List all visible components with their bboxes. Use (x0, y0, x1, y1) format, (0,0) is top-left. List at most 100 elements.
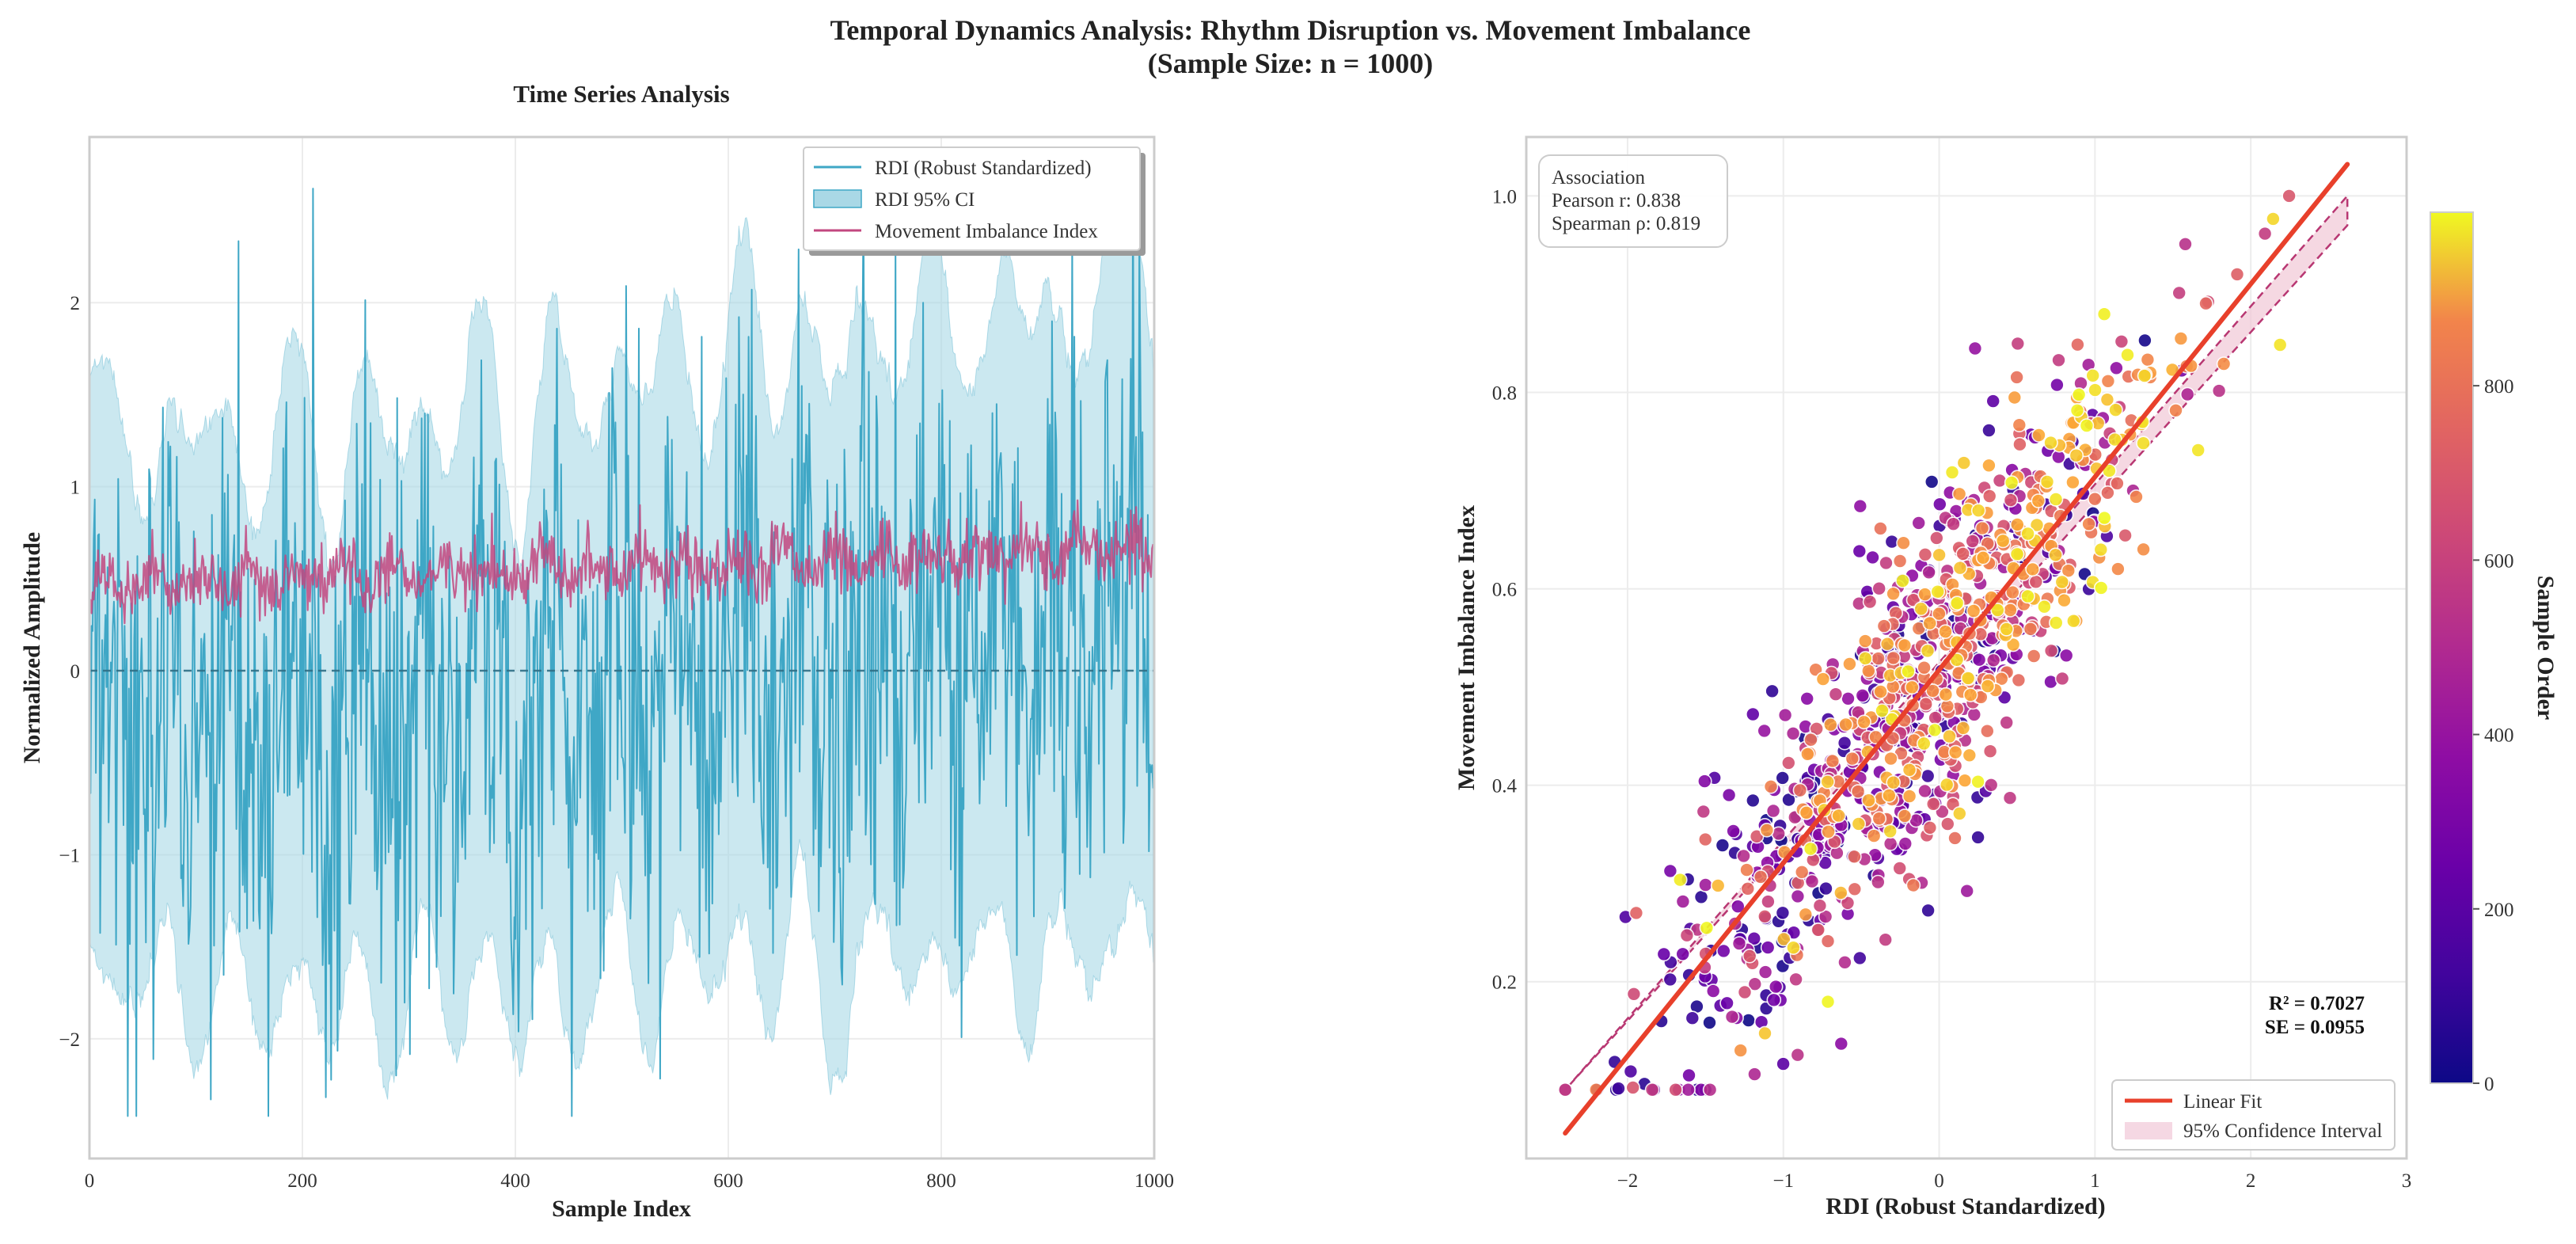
scatter-point (1792, 782, 1808, 798)
legend-rdi-label: RDI (Robust Standardized) (875, 158, 1092, 179)
scatter-point (2136, 542, 2151, 557)
scatter-point (1901, 664, 1916, 679)
association-box: Association Pearson r: 0.838 Spearman ρ:… (1538, 154, 1728, 248)
scatter-point (2272, 337, 2288, 352)
scatter-point (1952, 806, 1967, 821)
scatter-point (1970, 503, 1986, 519)
scatter-point (1833, 1036, 1849, 1052)
scatter-point (2257, 226, 2273, 242)
scatter-point (1838, 717, 1853, 732)
scatter-point (1871, 651, 1886, 666)
scatter-point (2054, 574, 2070, 590)
legend-ci-label: RDI 95% CI (875, 189, 975, 211)
scatter-point (1760, 940, 1776, 955)
scatter-point (1883, 751, 1898, 767)
y-tick-label: 1.0 (1492, 186, 1517, 207)
scatter-point (2108, 402, 2123, 418)
x-tick-label: 3 (2402, 1170, 2412, 1192)
scatter-point (1741, 1013, 1756, 1028)
scatter-point (1681, 1082, 1696, 1098)
scatter-point (1842, 656, 1857, 671)
scatter-point (1557, 1082, 1573, 1098)
legend-ci-swatch (813, 189, 862, 208)
scatter-point (1719, 995, 1734, 1011)
scatter-point (1786, 940, 1801, 955)
time-series-panel: Time Series Analysis 0 200 400 600 800 1000 −… (19, 80, 1174, 1222)
scatter-point (1698, 877, 1713, 892)
y-tick-label: −1 (59, 845, 80, 866)
scatter-point (2043, 435, 2058, 451)
scatter-point (1883, 836, 1898, 851)
scatter-point (2003, 493, 2019, 508)
scatter-point (1873, 684, 1888, 699)
scatter-point (2099, 392, 2115, 408)
scatter-point (1777, 707, 1793, 723)
x-tick-label: 600 (713, 1170, 743, 1192)
scatter-point (1757, 909, 1772, 924)
scatter-point (1956, 455, 1972, 470)
scatter-point (1731, 936, 1747, 951)
scatter-point (1662, 863, 1678, 879)
legend-ci-band-swatch (2125, 1122, 2172, 1139)
scatter-point (1878, 932, 1893, 947)
scatter-point (1999, 622, 2014, 637)
scatter-panel: −2 −1 0 1 2 3 0.2 0.4 0.6 0.8 1.0 RDI (Robust Sta… (1453, 135, 2412, 1219)
x-tick-label: 800 (926, 1170, 956, 1192)
scatter-point (1736, 848, 1751, 864)
scatter-point (1990, 603, 2005, 618)
scatter-point (1823, 717, 1838, 732)
scatter-point (1697, 774, 1712, 789)
scatter-point (1739, 862, 1754, 877)
scatter-point (1898, 836, 1913, 851)
scatter-point (1850, 784, 1866, 799)
scatter-point (1696, 804, 1712, 820)
scatter-point (1710, 878, 1726, 893)
colorbar-gradient (2430, 211, 2474, 1084)
scatter-point (1765, 683, 1780, 699)
scatter-point (1917, 546, 1933, 562)
scatter-point (1932, 496, 1947, 512)
scatter-point (1757, 1025, 1772, 1041)
scatter-point (2216, 356, 2232, 371)
scatter-point (1693, 889, 1709, 905)
scatter-point (1865, 550, 1880, 565)
scatter-point (1902, 762, 1917, 778)
scatter-point (1892, 554, 1908, 569)
scatter-point (1965, 534, 1980, 549)
scatter-point (1856, 714, 1871, 730)
scatter-point (1959, 883, 1974, 899)
scatter-point (2171, 285, 2187, 301)
mii-series-line (89, 499, 1154, 625)
scatter-point (1871, 874, 1886, 890)
r-squared-label: R² = 0.7027 (2269, 993, 2365, 1014)
scatter-point (2069, 402, 2085, 418)
scatter-point (1740, 881, 1756, 896)
scatter-point (2111, 561, 2126, 576)
x-tick-label: 1 (2090, 1170, 2100, 1192)
scatter-point (1940, 816, 1955, 831)
scatter-point (1800, 746, 1815, 762)
scatter-point (1879, 636, 1895, 652)
scatter-point (1947, 744, 1963, 760)
scatter-point (2137, 368, 2152, 383)
scatter-point (1747, 1067, 1762, 1082)
time-series-y-ticks: −2 −1 0 1 2 (59, 293, 80, 1051)
scatter-point (2043, 643, 2059, 659)
scatter-point (2065, 474, 2080, 490)
scatter-point (1768, 979, 1784, 995)
scatter-point (1852, 950, 1867, 966)
scatter-point (1895, 573, 1910, 588)
scatter-point (1981, 489, 1997, 504)
scatter-point (1879, 555, 1894, 571)
scatter-point (1724, 1009, 1740, 1025)
scatter-point (2071, 387, 2087, 402)
scatter-point (1837, 735, 1852, 751)
scatter-point (2088, 382, 2103, 398)
scatter-point (1815, 671, 1831, 687)
scatter-point (1981, 458, 1997, 474)
scatter-point (1820, 774, 1835, 789)
scatter-point (1715, 838, 1731, 853)
scatter-point (1985, 394, 2000, 409)
scatter-point (1939, 777, 1955, 793)
scatter-point (2110, 476, 2125, 491)
